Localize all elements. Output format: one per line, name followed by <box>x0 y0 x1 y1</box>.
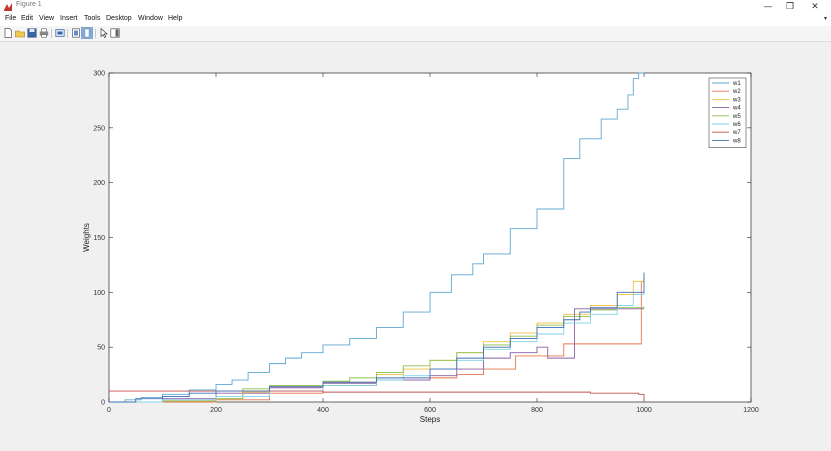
y-tick-label: 150 <box>93 235 105 242</box>
menu-edit[interactable]: Edit <box>21 15 34 22</box>
legend-label-w6: w6 <box>732 122 741 128</box>
menu-view[interactable]: View <box>39 15 55 22</box>
y-tick-label: 0 <box>101 400 105 407</box>
show-plot-tools-icon[interactable] <box>81 27 93 39</box>
menu-desktop[interactable]: Desktop <box>106 15 132 22</box>
window-title-bar: Figure 1 — ❐ ✕ <box>0 0 831 14</box>
menu-window[interactable]: Window <box>138 15 163 22</box>
x-tick-label: 1200 <box>743 407 759 414</box>
legend-label-w5: w5 <box>732 114 741 120</box>
toolbar-separator <box>51 29 52 38</box>
y-tick-label: 250 <box>93 125 105 132</box>
weights-chart[interactable]: 0 200 400 600 800 1000 1200 0 50 100 150 200 250 300 S… <box>0 42 831 451</box>
open-file-icon[interactable] <box>15 28 25 38</box>
menu-bar: File Edit View Insert Tools Desktop Wind… <box>0 14 831 26</box>
save-icon[interactable] <box>27 28 37 38</box>
legend-label-w4: w4 <box>732 106 741 112</box>
x-tick-label: 400 <box>317 407 329 414</box>
x-tick-label: 600 <box>424 407 436 414</box>
edit-plot-icon[interactable] <box>99 28 109 38</box>
legend-box <box>708 77 747 148</box>
x-tick-label: 1000 <box>636 407 652 414</box>
menu-tools[interactable]: Tools <box>84 15 101 22</box>
insert-colorbar-icon[interactable] <box>110 28 120 38</box>
figure-toolbar <box>0 26 831 42</box>
y-tick-label: 100 <box>93 290 105 297</box>
x-tick-label: 0 <box>107 407 111 414</box>
x-tick-label: 800 <box>531 407 543 414</box>
legend-label-w7: w7 <box>732 130 741 136</box>
toolbar-separator <box>95 29 96 38</box>
close-button[interactable]: ✕ <box>811 2 819 12</box>
legend-label-w8: w8 <box>732 138 741 144</box>
menu-help[interactable]: Help <box>168 15 183 22</box>
plot-area <box>108 72 752 403</box>
figure-area: 0 200 400 600 800 1000 1200 0 50 100 150 200 250 300 S… <box>0 42 831 451</box>
window-title: Figure 1 <box>16 1 42 8</box>
link-plot-icon[interactable] <box>55 28 65 38</box>
new-figure-icon[interactable] <box>3 28 13 38</box>
legend-label-w2: w2 <box>732 89 741 95</box>
menu-file[interactable]: File <box>5 15 17 22</box>
x-tick-label: 200 <box>210 407 222 414</box>
print-icon[interactable] <box>39 28 49 38</box>
y-axis-label: Weights <box>82 223 91 252</box>
series-line-w8 <box>109 272 645 403</box>
restore-button[interactable]: ❐ <box>785 2 795 12</box>
y-tick-label: 300 <box>93 71 105 78</box>
series-line-w5 <box>109 306 645 403</box>
toolbar-separator <box>67 29 68 38</box>
menu-overflow-icon[interactable]: ▾ <box>823 15 827 22</box>
matlab-logo-icon <box>3 2 13 12</box>
legend-label-w1: w1 <box>732 81 741 87</box>
series-line-w1 <box>109 72 644 403</box>
y-tick-label: 50 <box>97 345 105 352</box>
x-axis-label: Steps <box>420 415 440 424</box>
hide-plot-tools-icon[interactable] <box>71 28 81 38</box>
legend-label-w3: w3 <box>732 97 741 103</box>
menu-insert[interactable]: Insert <box>60 15 78 22</box>
y-tick-label: 200 <box>93 180 105 187</box>
minimize-button[interactable]: — <box>763 2 773 12</box>
